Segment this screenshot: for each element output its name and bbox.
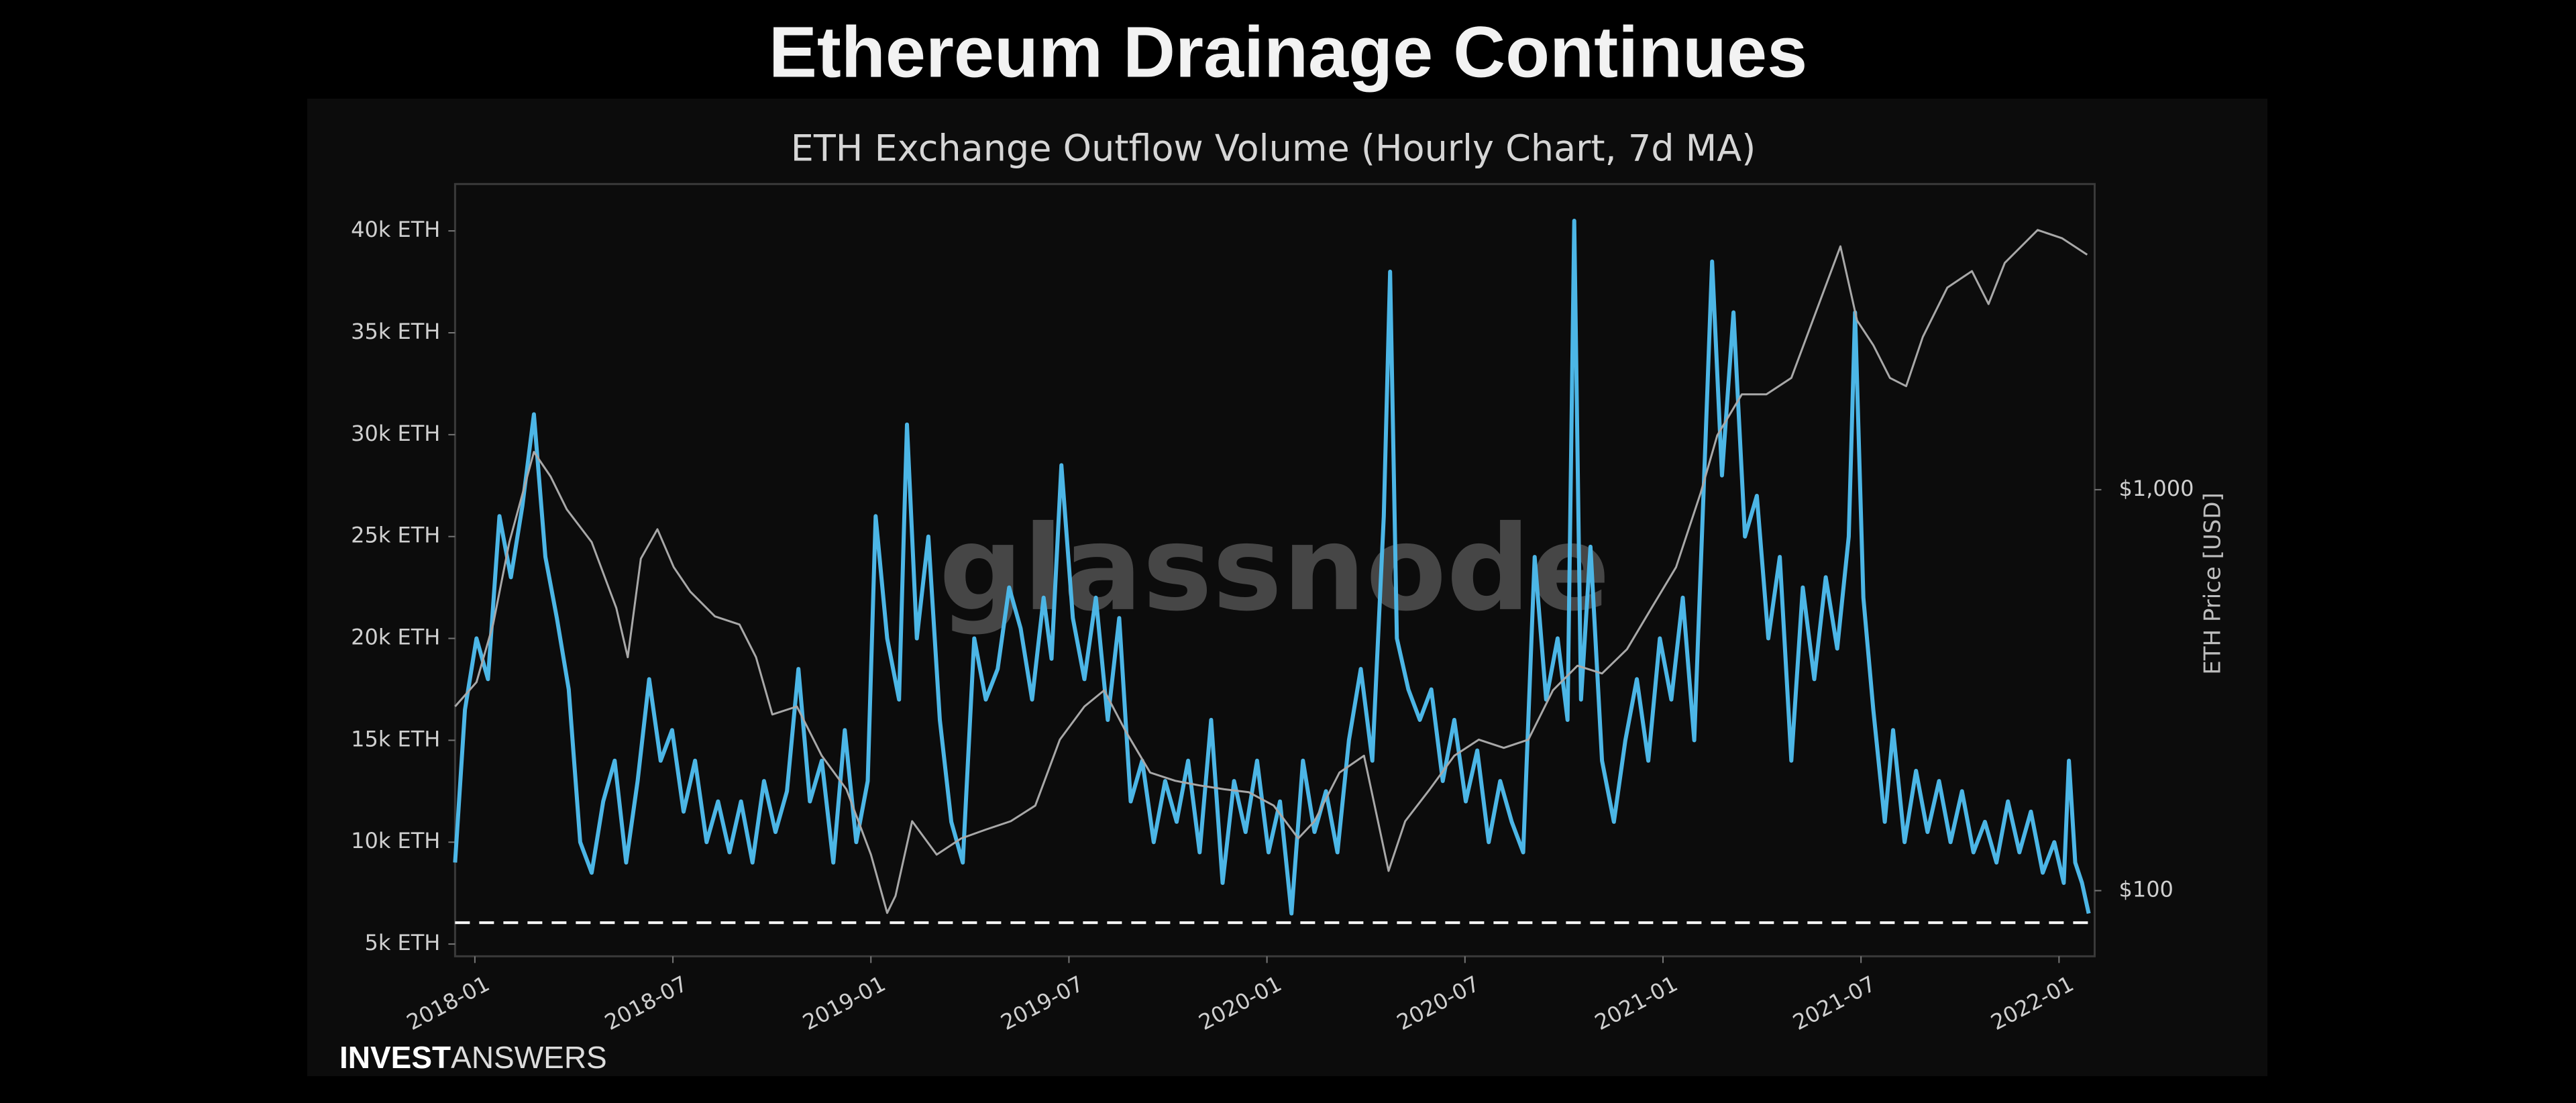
y-tick-label: 15k ETH	[351, 726, 440, 751]
watermark: glassnode	[939, 501, 1610, 637]
y2-tick-label: $100	[2118, 876, 2173, 902]
y-tick-label: 35k ETH	[351, 319, 440, 344]
y-tick-label: 30k ETH	[351, 421, 440, 446]
page-title: Ethereum Drainage Continues	[769, 11, 1807, 93]
chart-subtitle: ETH Exchange Outflow Volume (Hourly Char…	[791, 127, 1756, 170]
price-line	[454, 229, 2088, 914]
y-tick-label: 5k ETH	[364, 930, 440, 955]
y-tick-label: 40k ETH	[351, 217, 440, 242]
brand: INVESTANSWERS	[339, 1040, 607, 1075]
y-tick-label: 10k ETH	[351, 828, 440, 853]
y-tick-label: 25k ETH	[351, 523, 440, 548]
y2-tick-label: $1,000	[2118, 476, 2194, 501]
brand-bold: INVEST	[339, 1040, 451, 1075]
y2-axis-label: ETH Price [USD]	[2200, 492, 2226, 675]
y-tick-label: 20k ETH	[351, 625, 440, 650]
chart-panel	[307, 99, 2267, 1076]
plot-frame	[453, 182, 2096, 957]
brand-light: ANSWERS	[451, 1040, 607, 1075]
